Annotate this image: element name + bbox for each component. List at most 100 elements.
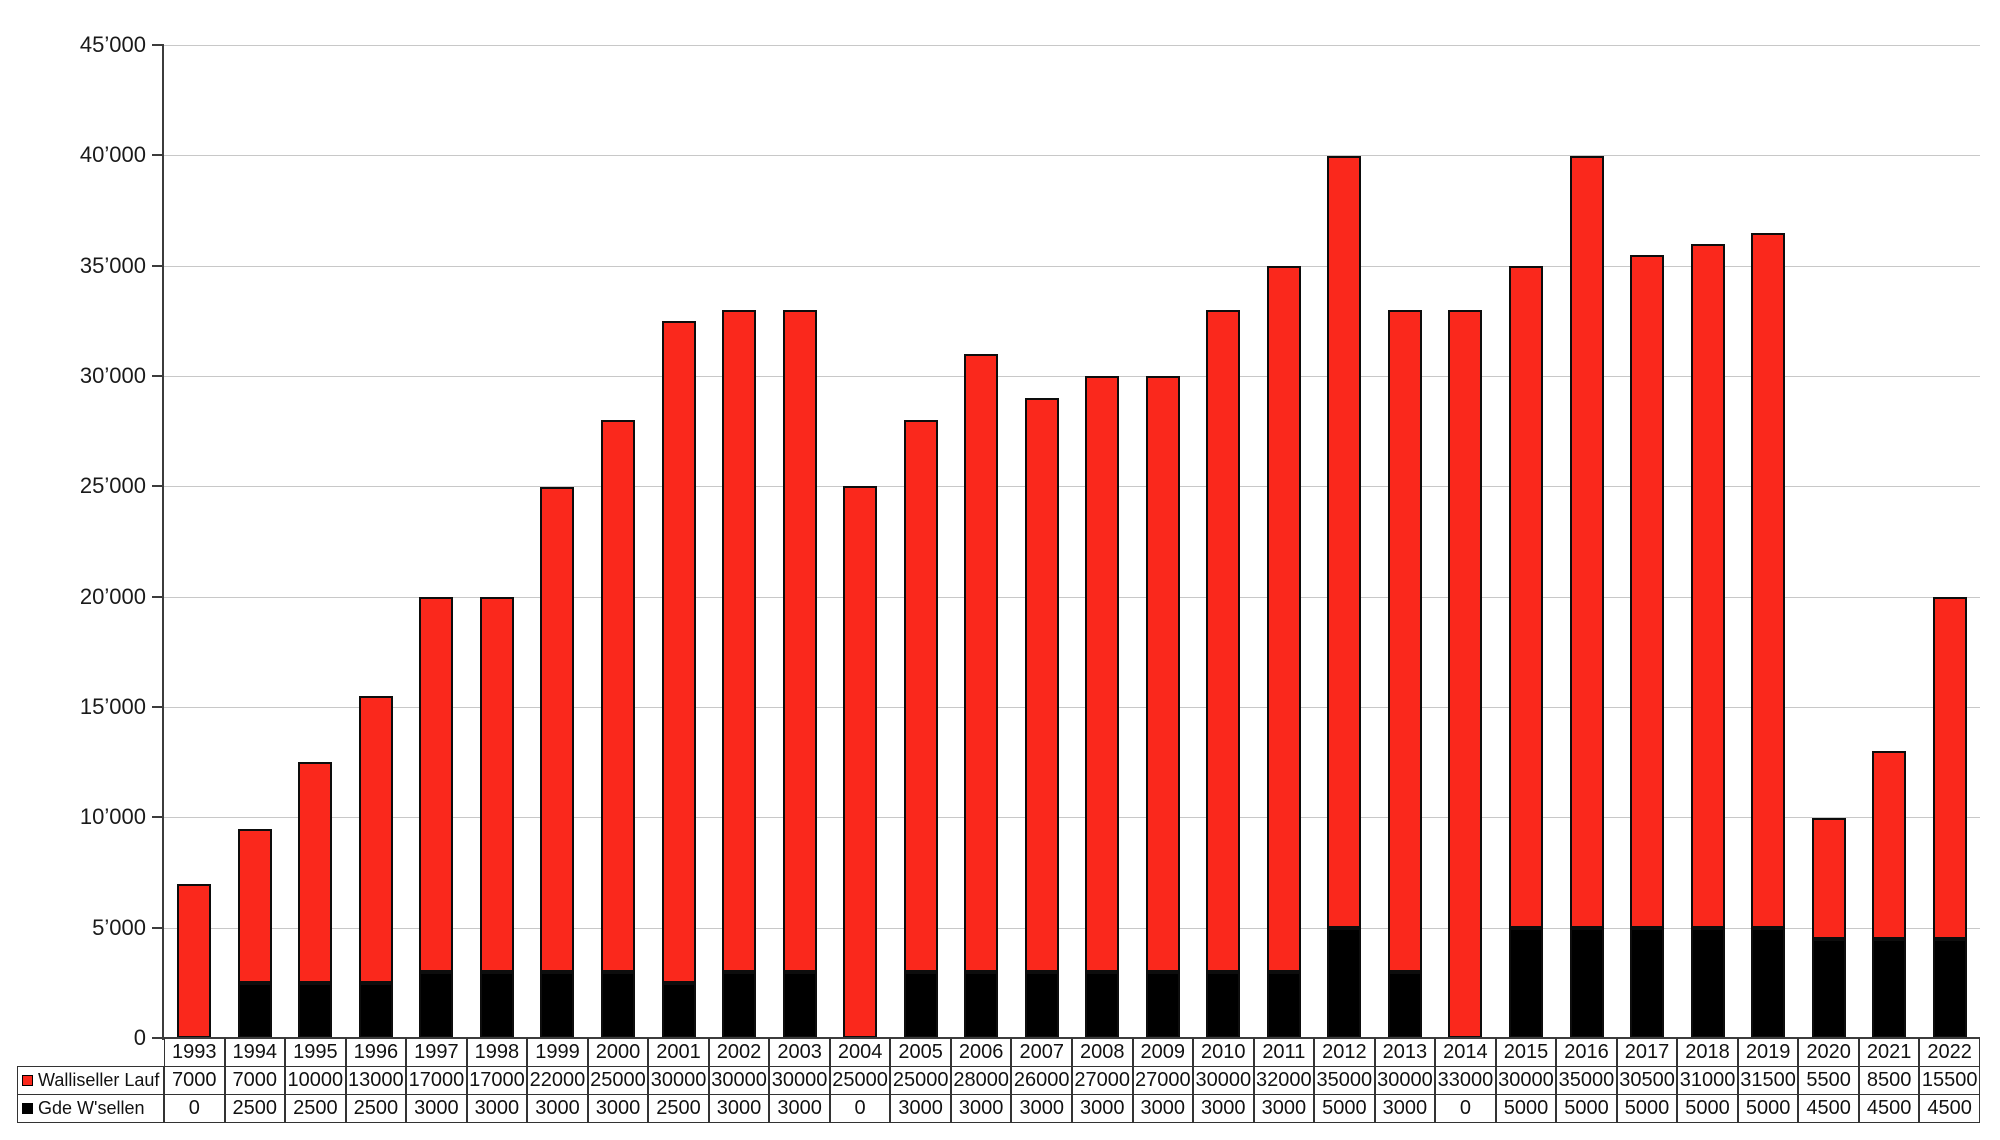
bar-segment-walliseller-lauf [237, 829, 272, 983]
bar-segment-gde-w-sellen [1206, 972, 1241, 1038]
value-cell-gde-w-sellen-2007: 3000 [1011, 1094, 1072, 1123]
year-cell-1996: 1996 [345, 1037, 407, 1067]
value-cell-walliseller-lauf-2007: 26000 [1011, 1066, 1072, 1095]
year-cell-2006: 2006 [950, 1037, 1012, 1067]
value-cell-gde-w-sellen-1996: 2500 [345, 1094, 407, 1123]
plot-area [164, 45, 1980, 1038]
bar-segment-gde-w-sellen [1932, 939, 1967, 1038]
bar-segment-walliseller-lauf [298, 762, 333, 983]
bar-segment-gde-w-sellen [1751, 928, 1786, 1038]
value-cell-gde-w-sellen-2010: 3000 [1193, 1094, 1254, 1123]
bar-segment-walliseller-lauf [479, 597, 514, 972]
year-cell-2020: 2020 [1798, 1037, 1859, 1067]
value-cell-walliseller-lauf-2019: 31500 [1737, 1066, 1799, 1095]
y-tick-label: 0 [133, 1025, 146, 1050]
bar-segment-gde-w-sellen [1024, 972, 1059, 1038]
gridline-30000 [164, 376, 1980, 377]
year-cell-2010: 2010 [1193, 1037, 1254, 1067]
y-tick-label: 35’000 [79, 252, 146, 278]
year-cell-1998: 1998 [466, 1037, 528, 1067]
year-cell-2000: 2000 [587, 1037, 649, 1067]
bar-segment-gde-w-sellen [661, 983, 696, 1038]
value-cell-gde-w-sellen-2018: 5000 [1677, 1094, 1738, 1123]
bar-segment-gde-w-sellen [237, 983, 272, 1038]
gridline-45000 [164, 45, 1980, 46]
bar-2013 [1387, 310, 1422, 1038]
value-cell-gde-w-sellen-1998: 3000 [466, 1094, 528, 1123]
year-cell-2008: 2008 [1071, 1037, 1133, 1067]
value-cell-gde-w-sellen-2020: 4500 [1798, 1094, 1859, 1123]
value-cell-walliseller-lauf-1994: 7000 [224, 1066, 286, 1095]
bar-2015 [1509, 266, 1543, 1038]
year-cell-1994: 1994 [224, 1037, 286, 1067]
y-tick-35000 [152, 264, 164, 267]
year-cell-2013: 2013 [1374, 1037, 1436, 1067]
value-cell-gde-w-sellen-2005: 3000 [890, 1094, 951, 1123]
bar-segment-gde-w-sellen [1145, 972, 1180, 1038]
bar-2016 [1569, 156, 1604, 1038]
bar-2006 [964, 354, 999, 1038]
bar-2020 [1811, 818, 1846, 1038]
value-cell-walliseller-lauf-2016: 35000 [1556, 1066, 1617, 1095]
year-cell-2018: 2018 [1677, 1037, 1738, 1067]
y-tick-label: 25’000 [79, 473, 146, 499]
value-cell-walliseller-lauf-2001: 30000 [648, 1066, 709, 1095]
y-tick-label: 40’000 [79, 142, 146, 168]
bar-segment-gde-w-sellen [1266, 972, 1301, 1038]
bar-2017 [1630, 255, 1665, 1038]
bar-1996 [358, 696, 393, 1038]
bar-2007 [1024, 398, 1059, 1038]
value-cell-walliseller-lauf-2006: 28000 [950, 1066, 1012, 1095]
bar-2010 [1206, 310, 1241, 1038]
y-tick-30000 [152, 375, 164, 377]
value-cell-walliseller-lauf-2004: 25000 [829, 1066, 891, 1095]
bar-2014 [1448, 310, 1483, 1038]
bar-segment-walliseller-lauf [1266, 266, 1301, 972]
year-cell-1995: 1995 [285, 1037, 346, 1067]
value-cell-gde-w-sellen-2006: 3000 [950, 1094, 1012, 1123]
value-cell-gde-w-sellen-2016: 5000 [1556, 1094, 1617, 1123]
y-tick-label: 20’000 [79, 583, 146, 609]
bar-segment-gde-w-sellen [1509, 928, 1543, 1038]
bar-segment-gde-w-sellen [540, 972, 575, 1038]
y-tick-25000 [152, 485, 164, 488]
bar-segment-walliseller-lauf [964, 354, 999, 972]
bar-segment-walliseller-lauf [903, 420, 938, 972]
bar-2000 [601, 420, 635, 1038]
value-cell-gde-w-sellen-2013: 3000 [1374, 1094, 1436, 1123]
bar-2011 [1266, 266, 1301, 1038]
bar-segment-walliseller-lauf [1387, 310, 1422, 972]
bar-segment-walliseller-lauf [1327, 156, 1362, 928]
bar-2019 [1751, 233, 1786, 1038]
bar-2018 [1690, 244, 1725, 1038]
y-tick-label: 10’000 [79, 804, 146, 830]
year-cell-2019: 2019 [1737, 1037, 1799, 1067]
bar-1999 [540, 487, 575, 1038]
value-cell-gde-w-sellen-2022: 4500 [1919, 1094, 1980, 1123]
y-tick-20000 [152, 595, 164, 598]
bar-2005 [903, 420, 938, 1038]
bar-segment-walliseller-lauf [601, 420, 635, 972]
value-cell-gde-w-sellen-1999: 3000 [527, 1094, 588, 1123]
gridline-25000 [164, 486, 1980, 488]
value-cell-gde-w-sellen-2001: 2500 [648, 1094, 709, 1123]
value-cell-gde-w-sellen-2011: 3000 [1253, 1094, 1315, 1123]
year-cell-2017: 2017 [1616, 1037, 1678, 1067]
year-cell-2015: 2015 [1495, 1037, 1557, 1067]
bar-segment-gde-w-sellen [722, 972, 757, 1038]
value-cell-gde-w-sellen-2000: 3000 [587, 1094, 649, 1123]
value-cell-walliseller-lauf-2000: 25000 [587, 1066, 649, 1095]
value-cell-walliseller-lauf-1995: 10000 [285, 1066, 346, 1095]
value-cell-gde-w-sellen-2003: 3000 [769, 1094, 830, 1123]
value-cell-walliseller-lauf-2003: 30000 [769, 1066, 830, 1095]
year-cell-1993: 1993 [164, 1037, 225, 1067]
y-tick-10000 [152, 816, 164, 819]
year-cell-2002: 2002 [708, 1037, 770, 1067]
bar-2003 [782, 310, 817, 1038]
bar-segment-walliseller-lauf [1509, 266, 1543, 928]
bar-2001 [661, 321, 696, 1038]
bar-2022 [1932, 597, 1967, 1038]
year-cell-2003: 2003 [769, 1037, 830, 1067]
bar-segment-gde-w-sellen [964, 972, 999, 1038]
table-row-walliseller-lauf: Walliseller Lauf 7000 7000 10000 13000 17000 1… [17, 1066, 1980, 1095]
